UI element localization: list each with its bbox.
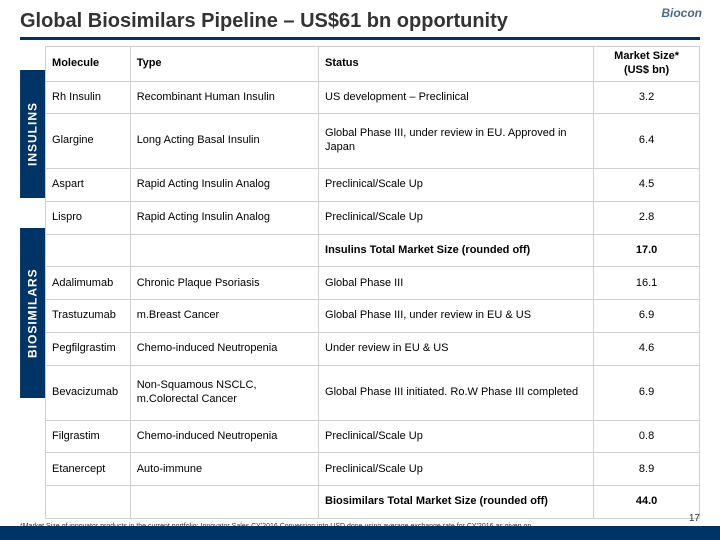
cell-status: Preclinical/Scale Up: [319, 168, 594, 201]
cell-molecule: Adalimumab: [46, 267, 131, 300]
cell-market: 6.9: [594, 366, 700, 421]
cell-molecule: Etanercept: [46, 453, 131, 486]
cell-market: 16.1: [594, 267, 700, 300]
col-molecule: Molecule: [46, 47, 131, 82]
cell-market: 0.8: [594, 420, 700, 453]
cell-molecule: [46, 234, 131, 267]
cell-market: 6.9: [594, 300, 700, 333]
cell-market: 2.8: [594, 201, 700, 234]
cell-total-label: Biosimilars Total Market Size (rounded o…: [319, 486, 594, 519]
cell-molecule: Glargine: [46, 114, 131, 169]
cell-total-label: Insulins Total Market Size (rounded off): [319, 234, 594, 267]
cell-type: Chemo-induced Neutropenia: [130, 333, 318, 366]
page-number: 17: [689, 513, 700, 524]
company-logo: Biocon: [661, 6, 702, 20]
cell-market: 4.6: [594, 333, 700, 366]
cell-total-market: 17.0: [594, 234, 700, 267]
cell-type: Chronic Plaque Psoriasis: [130, 267, 318, 300]
cell-status: Global Phase III, under review in EU & U…: [319, 300, 594, 333]
cell-market: 4.5: [594, 168, 700, 201]
table-row: Trastuzumabm.Breast CancerGlobal Phase I…: [46, 300, 700, 333]
cell-market: 6.4: [594, 114, 700, 169]
cell-type: m.Breast Cancer: [130, 300, 318, 333]
cell-molecule: Lispro: [46, 201, 131, 234]
table-row: Rh InsulinRecombinant Human InsulinUS de…: [46, 81, 700, 114]
cell-type: [130, 234, 318, 267]
cell-molecule: Aspart: [46, 168, 131, 201]
cell-molecule: [46, 486, 131, 519]
cell-status: Global Phase III initiated. Ro.W Phase I…: [319, 366, 594, 421]
cell-molecule: Trastuzumab: [46, 300, 131, 333]
cell-type: [130, 486, 318, 519]
cell-molecule: Pegfilgrastim: [46, 333, 131, 366]
cell-type: Rapid Acting Insulin Analog: [130, 201, 318, 234]
cell-status: Global Phase III, under review in EU. Ap…: [319, 114, 594, 169]
table-row: EtanerceptAuto-immunePreclinical/Scale U…: [46, 453, 700, 486]
col-type: Type: [130, 47, 318, 82]
cell-type: Chemo-induced Neutropenia: [130, 420, 318, 453]
cell-type: Recombinant Human Insulin: [130, 81, 318, 114]
table-row: FilgrastimChemo-induced NeutropeniaPrecl…: [46, 420, 700, 453]
table-total-row: Insulins Total Market Size (rounded off)…: [46, 234, 700, 267]
table-total-row: Biosimilars Total Market Size (rounded o…: [46, 486, 700, 519]
section-tabs: INSULINS BIOSIMILARS: [20, 46, 45, 519]
cell-molecule: Bevacizumab: [46, 366, 131, 421]
col-status: Status: [319, 47, 594, 82]
table-row: BevacizumabNon-Squamous NSCLC, m.Colorec…: [46, 366, 700, 421]
cell-status: Preclinical/Scale Up: [319, 453, 594, 486]
tab-insulins: INSULINS: [20, 70, 45, 198]
cell-status: Under review in EU & US: [319, 333, 594, 366]
cell-total-market: 44.0: [594, 486, 700, 519]
table-row: LisproRapid Acting Insulin AnalogPreclin…: [46, 201, 700, 234]
col-market: Market Size* (US$ bn): [594, 47, 700, 82]
table-row: PegfilgrastimChemo-induced NeutropeniaUn…: [46, 333, 700, 366]
title-underline: [20, 37, 700, 40]
footer-bar: [0, 526, 720, 540]
cell-type: Auto-immune: [130, 453, 318, 486]
table-header-row: Molecule Type Status Market Size* (US$ b…: [46, 47, 700, 82]
tab-biosimilars: BIOSIMILARS: [20, 228, 45, 398]
table-row: GlargineLong Acting Basal InsulinGlobal …: [46, 114, 700, 169]
pipeline-table: Molecule Type Status Market Size* (US$ b…: [45, 46, 700, 519]
cell-type: Long Acting Basal Insulin: [130, 114, 318, 169]
cell-type: Non-Squamous NSCLC, m.Colorectal Cancer: [130, 366, 318, 421]
slide-title: Global Biosimilars Pipeline – US$61 bn o…: [20, 10, 700, 33]
table-row: AdalimumabChronic Plaque PsoriasisGlobal…: [46, 267, 700, 300]
cell-status: Preclinical/Scale Up: [319, 201, 594, 234]
cell-type: Rapid Acting Insulin Analog: [130, 168, 318, 201]
cell-molecule: Rh Insulin: [46, 81, 131, 114]
cell-molecule: Filgrastim: [46, 420, 131, 453]
cell-market: 3.2: [594, 81, 700, 114]
cell-status: Global Phase III: [319, 267, 594, 300]
cell-status: Preclinical/Scale Up: [319, 420, 594, 453]
cell-market: 8.9: [594, 453, 700, 486]
cell-status: US development – Preclinical: [319, 81, 594, 114]
table-row: AspartRapid Acting Insulin AnalogPreclin…: [46, 168, 700, 201]
